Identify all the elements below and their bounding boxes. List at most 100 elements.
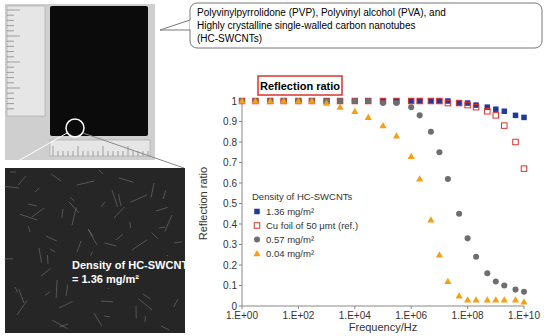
point [445, 176, 451, 182]
point [436, 149, 442, 155]
sample-film [50, 6, 148, 136]
sem-fiber [50, 249, 55, 252]
ruler-tick [7, 51, 14, 52]
title-box [258, 76, 342, 95]
point [521, 115, 527, 121]
point [521, 166, 527, 172]
y-tick [239, 121, 242, 122]
point [408, 98, 414, 104]
point [456, 292, 463, 298]
point [309, 98, 315, 104]
ruler-tick [103, 146, 104, 156]
ruler-tick [63, 151, 64, 156]
callout-box [190, 3, 542, 48]
ruler-tick [7, 103, 14, 104]
ruler-tick [7, 67, 14, 68]
point [465, 235, 471, 241]
y-tick [239, 203, 242, 204]
point [379, 122, 386, 128]
ruler-tick [123, 151, 124, 156]
sem-fiber [174, 242, 182, 243]
point [408, 153, 415, 159]
sem-fiber [151, 183, 154, 198]
sem-image: Density of HC-SWCNTs= 1.36 mg/m² [4, 168, 193, 333]
legend: Density of HC-SWCNTs1.36 mg/m²Cu foil of… [248, 189, 384, 267]
point [417, 112, 423, 118]
callout-text: Highly crystalline single-walled carbon … [197, 20, 415, 31]
point [485, 104, 491, 110]
ruler-tick [7, 25, 14, 26]
sem-fiber [116, 234, 123, 240]
point [502, 109, 508, 115]
ruler-tick [7, 72, 14, 73]
x-tick [242, 306, 243, 309]
x-tick-label: 1.E+04 [339, 310, 371, 321]
sem-fiber [28, 204, 37, 206]
sem-fiber [161, 326, 169, 330]
point [456, 211, 462, 217]
point [485, 109, 491, 115]
legend-label: 0.04 mg/m² [266, 248, 314, 259]
ruler-tick [133, 151, 134, 156]
sem-fiber [101, 202, 105, 207]
point [408, 104, 414, 110]
sem-fiber [47, 255, 49, 264]
sem-fiber [60, 324, 68, 327]
sem-fiber [159, 227, 165, 228]
x-tick-label: 1.E+06 [395, 310, 427, 321]
ruler-tick [7, 77, 14, 78]
sem-fiber [165, 215, 172, 231]
point [465, 102, 471, 108]
point [252, 97, 259, 103]
title: Reflection ratio [260, 80, 340, 92]
sem-fiber [19, 289, 24, 303]
point [501, 282, 507, 288]
ruler-tick [93, 151, 94, 156]
point [280, 97, 287, 103]
sem-fiber [101, 301, 113, 303]
x-tick [411, 306, 412, 309]
point [465, 100, 471, 106]
point [464, 296, 471, 302]
point [512, 296, 519, 302]
x-tick-label: 1.E+08 [452, 310, 484, 321]
point [473, 102, 479, 108]
sem-fiber [35, 188, 39, 192]
point [473, 296, 480, 302]
point [253, 98, 259, 104]
ruler-tick [7, 10, 20, 11]
ruler-tick [7, 15, 14, 16]
sem-fiber [77, 241, 81, 252]
point [309, 98, 315, 104]
point [436, 251, 443, 257]
sem-fiber [4, 258, 13, 259]
sem-label: Density of HC-SWCNTs [72, 259, 193, 271]
sem-fiber [156, 207, 167, 211]
zoom-line [83, 133, 184, 168]
sem-fiber [70, 197, 74, 201]
legend-marker [254, 209, 260, 215]
ruler-tick [78, 146, 79, 156]
sem-fiber [51, 174, 61, 181]
point [393, 132, 400, 138]
sem-fiber [132, 240, 147, 250]
point [393, 100, 399, 106]
callout-pointer [160, 20, 190, 30]
series [239, 98, 527, 171]
point [295, 97, 302, 103]
point [484, 270, 490, 276]
legend-marker [254, 223, 260, 229]
y-tick-label: 0.8 [223, 137, 237, 148]
point [416, 175, 423, 181]
sem-fiber [99, 170, 103, 174]
ruler-tick [73, 151, 74, 156]
ruler-tick [118, 151, 119, 156]
point [252, 98, 258, 104]
point [501, 296, 508, 302]
ruler-tick [113, 151, 114, 156]
point [444, 278, 451, 284]
zoom-line [6, 133, 67, 168]
point [238, 97, 245, 103]
point [445, 100, 451, 106]
point [296, 98, 302, 104]
